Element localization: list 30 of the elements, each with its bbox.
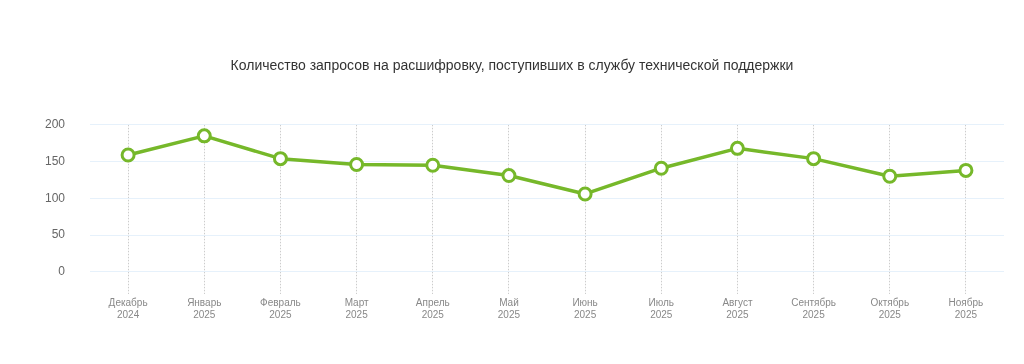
x-tick-label: Февраль 2025 <box>260 296 301 320</box>
point <box>958 162 974 178</box>
point <box>806 151 822 167</box>
x-tick-label: Июль 2025 <box>648 296 675 320</box>
x-tick-label: Ноябрь 2025 <box>948 296 984 320</box>
y-tick-label: 50 <box>51 227 66 242</box>
x-tick-label: Декабрь 2024 <box>108 296 148 320</box>
y-tick-label: 200 <box>44 117 66 132</box>
x-tick-label: Апрель 2025 <box>415 296 450 320</box>
x-tick-label: Май 2025 <box>497 296 521 320</box>
y-tick-label: 150 <box>44 153 66 168</box>
point <box>501 168 517 184</box>
y-tick-label: 0 <box>58 264 66 279</box>
x-tick-label: Март 2025 <box>344 296 369 320</box>
point <box>196 128 212 144</box>
x-tick-label: Октябрь 2025 <box>870 296 910 320</box>
point <box>653 160 669 176</box>
chart-title: Количество запросов на расшифровку, поступивших в службу технической поддержки <box>230 57 794 74</box>
point <box>425 157 441 173</box>
point <box>577 186 593 202</box>
x-tick-label: Январь 2025 <box>187 296 222 320</box>
x-tick-label: Сентябрь 2025 <box>791 296 836 320</box>
point <box>729 140 745 156</box>
point <box>272 151 288 167</box>
y-tick-label: 100 <box>44 190 66 205</box>
point <box>882 168 898 184</box>
point <box>120 147 136 163</box>
point <box>349 157 365 173</box>
x-tick-label: Август 2025 <box>722 296 753 320</box>
x-tick-label: Июнь 2025 <box>572 296 598 320</box>
